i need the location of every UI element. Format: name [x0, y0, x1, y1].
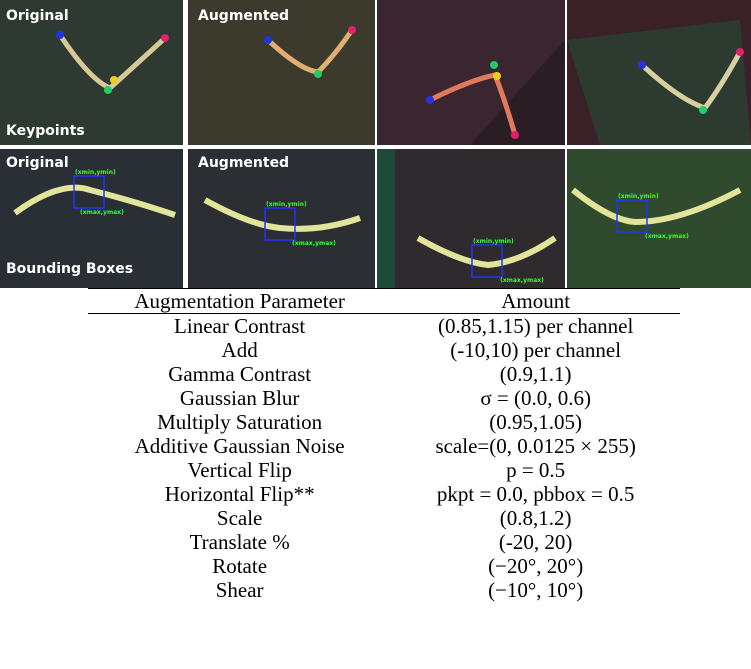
keypoint [426, 96, 434, 104]
keypoint [736, 48, 744, 56]
bbox-label: (xmax,ymax) [80, 209, 124, 216]
table-row: Scale(0.8,1.2) [88, 506, 680, 530]
row-label: Bounding Boxes [6, 261, 133, 277]
table-row: Add(-10,10) per channel [88, 338, 680, 362]
keypoint [348, 26, 356, 34]
parameter-table: Augmentation Parameter Amount Linear Con… [88, 288, 680, 602]
amount-cell: (−10°, 10°) [391, 578, 680, 602]
page: Original Augmented Keypoints Original Au… [0, 0, 751, 669]
keypoint [511, 131, 519, 139]
table-row: Gamma Contrast(0.9,1.1) [88, 362, 680, 386]
panel-label: Original [6, 8, 69, 24]
parameter-cell: Vertical Flip [88, 458, 391, 482]
parameter-cell: Add [88, 338, 391, 362]
bbox-label: (xmin,ymin) [75, 169, 116, 176]
amount-cell: (0.9,1.1) [391, 362, 680, 386]
amount-cell: (-20, 20) [391, 530, 680, 554]
parameter-cell: Gamma Contrast [88, 362, 391, 386]
bbox-label: (xmax,ymax) [500, 277, 544, 284]
image-panel [377, 149, 565, 288]
keypoint [110, 76, 118, 84]
bbox-label: (xmin,ymin) [473, 238, 514, 245]
column-header: Augmentation Parameter [88, 289, 391, 314]
parameter-cell: Horizontal Flip** [88, 482, 391, 506]
keypoint [264, 36, 272, 44]
parameter-cell: Rotate [88, 554, 391, 578]
keypoint [161, 34, 169, 42]
table-row: Linear Contrast(0.85,1.15) per channel [88, 314, 680, 339]
parameter-cell: Linear Contrast [88, 314, 391, 339]
keypoint [490, 61, 498, 69]
amount-cell: scale=(0, 0.0125 × 255) [391, 434, 680, 458]
amount-cell: p = 0.5 [391, 458, 680, 482]
bbox-label: (xmin,ymin) [266, 201, 307, 208]
amount-cell: σ = (0.0, 0.6) [391, 386, 680, 410]
panel-label: Original [6, 155, 69, 171]
keypoint [56, 31, 64, 39]
figure: Original Augmented Keypoints Original Au… [0, 0, 751, 288]
panel-label: Augmented [198, 155, 289, 171]
table-row: Translate %(-20, 20) [88, 530, 680, 554]
bbox-label: (xmax,ymax) [645, 233, 689, 240]
row-label: Keypoints [6, 123, 85, 139]
bbox-label: (xmin,ymin) [618, 193, 659, 200]
keypoint [104, 86, 112, 94]
amount-cell: (0.85,1.15) per channel [391, 314, 680, 339]
amount-cell: (0.8,1.2) [391, 506, 680, 530]
keypoint [638, 61, 646, 69]
amount-cell: (-10,10) per channel [391, 338, 680, 362]
parameter-cell: Scale [88, 506, 391, 530]
panel-label: Augmented [198, 8, 289, 24]
parameter-cell: Multiply Saturation [88, 410, 391, 434]
keypoint [699, 106, 707, 114]
bbox-label: (xmax,ymax) [292, 240, 336, 247]
amount-cell: (0.95,1.05) [391, 410, 680, 434]
amount-cell: pkpt = 0.0, pbbox = 0.5 [391, 482, 680, 506]
parameter-cell: Shear [88, 578, 391, 602]
table-row: Shear(−10°, 10°) [88, 578, 680, 602]
parameter-cell: Translate % [88, 530, 391, 554]
amount-cell: (−20°, 20°) [391, 554, 680, 578]
table-row: Horizontal Flip**pkpt = 0.0, pbbox = 0.5 [88, 482, 680, 506]
header-row: Augmentation Parameter Amount [88, 289, 680, 314]
parameter-cell: Additive Gaussian Noise [88, 434, 391, 458]
table-row: Multiply Saturation(0.95,1.05) [88, 410, 680, 434]
column-header: Amount [391, 289, 680, 314]
keypoint [314, 70, 322, 78]
parameter-cell: Gaussian Blur [88, 386, 391, 410]
image-border [377, 149, 395, 288]
table-row: Rotate(−20°, 20°) [88, 554, 680, 578]
keypoint [493, 72, 501, 80]
